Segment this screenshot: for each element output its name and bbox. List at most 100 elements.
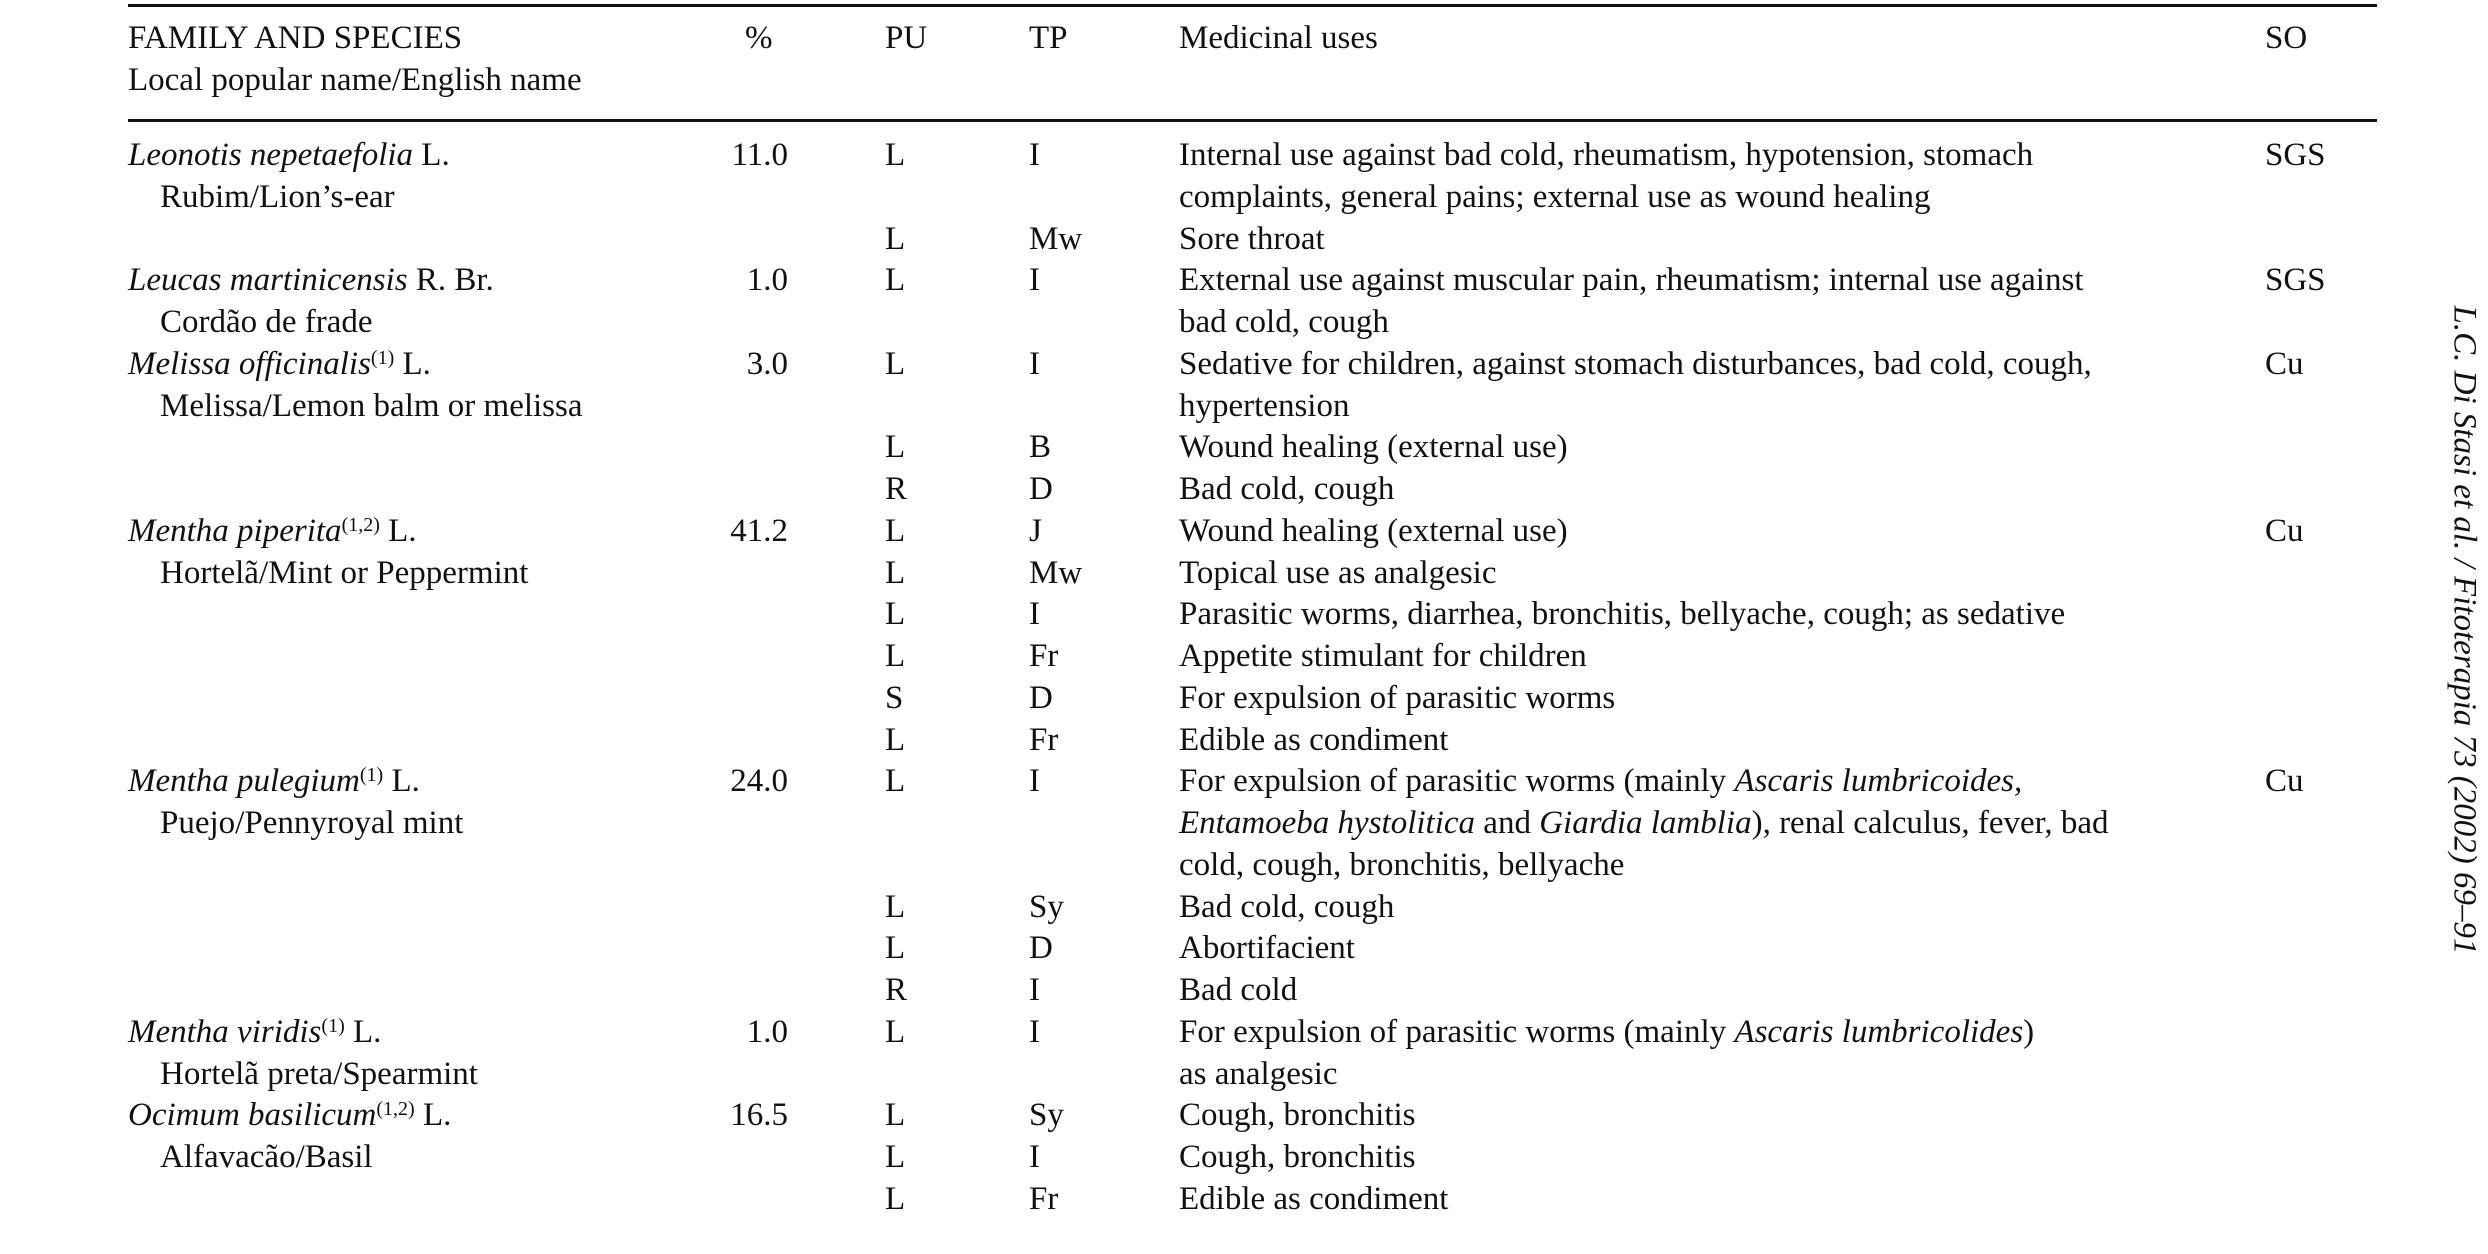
source: SGS: [2265, 137, 2326, 173]
percent-value: 3.0: [746, 345, 788, 382]
medicinal-use-line: Edible as condiment: [1179, 1178, 1448, 1220]
preparation-type: Sy: [1029, 1097, 1064, 1134]
header-local: Local popular name/English name: [128, 62, 582, 98]
footnote-ref: (1): [370, 346, 395, 369]
part-used: L: [885, 763, 906, 800]
species-latin: Leonotis nepetaefolia: [128, 137, 414, 173]
medicinal-use-line: Wound healing (external use): [1179, 426, 1568, 468]
species-author: L.: [388, 512, 417, 549]
use-text: Appetite stimulant for children: [1179, 638, 1587, 675]
species-latin: Mentha pulegium: [128, 763, 360, 800]
local-name: Cordão de frade: [160, 304, 373, 341]
medicinal-use-line: Sore throat: [1179, 218, 1325, 260]
medicinal-use-line: Appetite stimulant for children: [1179, 635, 1587, 677]
preparation-type: Fr: [1029, 721, 1059, 758]
percent-value: 16.5: [730, 1097, 788, 1134]
source: SGS: [2265, 262, 2326, 299]
top-rule: [128, 4, 2377, 7]
preparation-type: Mw: [1029, 220, 1083, 257]
use-text: Wound healing (external use): [1179, 512, 1568, 549]
part-used: L: [885, 888, 906, 925]
part-used: S: [885, 679, 904, 716]
use-text: Cough, bronchitis: [1179, 1139, 1416, 1176]
local-name: Rubim/Lion’s-ear: [160, 178, 395, 215]
part-used: L: [885, 638, 906, 675]
medicinal-use-line: as analgesic: [1179, 1053, 1338, 1095]
part-used: R: [885, 471, 908, 508]
use-text: complaints, general pains; external use …: [1179, 178, 1931, 215]
part-used: L: [885, 262, 906, 299]
part-used: L: [885, 596, 906, 633]
source: Cu: [2265, 512, 2304, 549]
footnote-ref: (1,2): [341, 513, 380, 536]
use-text: Wound healing (external use): [1179, 429, 1568, 466]
taxon-italic: Ascaris lumbricoides,: [1734, 763, 2023, 800]
medicinal-use-line: Internal use against bad cold, rheumatis…: [1179, 134, 2033, 176]
medicinal-use-line: Cough, bronchitis: [1179, 1094, 1416, 1136]
part-used: L: [885, 429, 906, 466]
species-name: Mentha pulegium(1) L.: [128, 760, 420, 802]
part-used: L: [885, 554, 906, 591]
preparation-type: I: [1029, 262, 1040, 299]
percent-value: 1.0: [746, 262, 788, 299]
species-latin: Melissa officinalis: [128, 345, 371, 382]
footnote-ref: (1): [321, 1014, 345, 1037]
species-author: L.: [422, 1097, 452, 1134]
preparation-type: I: [1029, 137, 1040, 173]
use-text: Edible as condiment: [1179, 1181, 1449, 1217]
use-text: Bad cold: [1179, 972, 1298, 1009]
part-used: L: [885, 137, 906, 173]
medicinal-use-line: Wound healing (external use): [1179, 510, 1568, 552]
medicinal-use-line: Bad cold: [1179, 969, 1297, 1011]
species-author: L.: [391, 763, 420, 800]
medicinal-use-line: For expulsion of parasitic worms (mainly…: [1179, 760, 2022, 802]
medicinal-use-line: For expulsion of parasitic worms (mainly…: [1179, 1011, 2034, 1053]
preparation-type: I: [1029, 1139, 1040, 1176]
species-name: Ocimum basilicum(1,2) L.: [128, 1094, 451, 1136]
use-text: ), renal calculus, fever, bad: [1751, 805, 2109, 842]
preparation-type: I: [1029, 596, 1040, 633]
local-name: Hortelã/Mint or Peppermint: [160, 554, 529, 591]
preparation-type: Fr: [1029, 638, 1059, 675]
header-pu: PU: [885, 20, 928, 56]
running-head: L.C. Di Stasi et al. / Fitoterapia 73 (2…: [2446, 305, 2483, 955]
taxon-italic: Giardia lamblia: [1539, 805, 1752, 842]
part-used: L: [885, 345, 906, 382]
header-pct: %: [745, 20, 773, 56]
medicinal-use-line: Edible as condiment: [1179, 719, 1448, 761]
medicinal-use-line: bad cold, cough: [1179, 301, 1389, 343]
species-author: L.: [421, 137, 450, 173]
species-name: Mentha piperita(1,2) L.: [128, 510, 417, 552]
preparation-type: D: [1029, 471, 1053, 508]
use-text: For expulsion of parasitic worms: [1179, 679, 1616, 716]
preparation-type: B: [1029, 429, 1052, 466]
species-name: Leucas martinicensis R. Br.: [128, 259, 494, 301]
header-tp: TP: [1029, 20, 1068, 56]
use-text: ): [2023, 1013, 2035, 1050]
percent-value: 1.0: [746, 1013, 788, 1050]
use-text: as analgesic: [1179, 1055, 1338, 1092]
use-text: Parasitic worms, diarrhea, bronchitis, b…: [1179, 596, 2066, 633]
medicinal-use-line: Cough, bronchitis: [1179, 1136, 1416, 1178]
species-author: R. Br.: [415, 262, 494, 299]
preparation-type: D: [1029, 679, 1053, 716]
use-text: For expulsion of parasitic worms (mainly: [1179, 763, 1735, 800]
preparation-type: I: [1029, 763, 1040, 800]
species-name: Mentha viridis(1) L.: [128, 1011, 381, 1053]
use-text: Edible as condiment: [1179, 721, 1449, 758]
medicinal-use-line: complaints, general pains; external use …: [1179, 176, 1930, 218]
use-text: Topical use as analgesic: [1179, 554, 1497, 591]
header-uses: Medicinal uses: [1179, 20, 1378, 56]
use-text: Sore throat: [1179, 220, 1325, 257]
part-used: L: [885, 512, 906, 549]
medicinal-use-line: For expulsion of parasitic worms: [1179, 677, 1615, 719]
taxon-italic: Ascaris lumbricolides: [1734, 1013, 2024, 1050]
species-name: Melissa officinalis(1) L.: [128, 343, 431, 385]
use-text: Internal use against bad cold, rheumatis…: [1179, 137, 2034, 173]
preparation-type: J: [1029, 512, 1042, 549]
header-family: FAMILY AND SPECIES: [128, 20, 463, 56]
species-latin: Leucas martinicensis: [128, 262, 408, 299]
part-used: L: [885, 1139, 906, 1176]
species-author: L.: [402, 345, 431, 382]
use-text: Cough, bronchitis: [1179, 1097, 1416, 1134]
